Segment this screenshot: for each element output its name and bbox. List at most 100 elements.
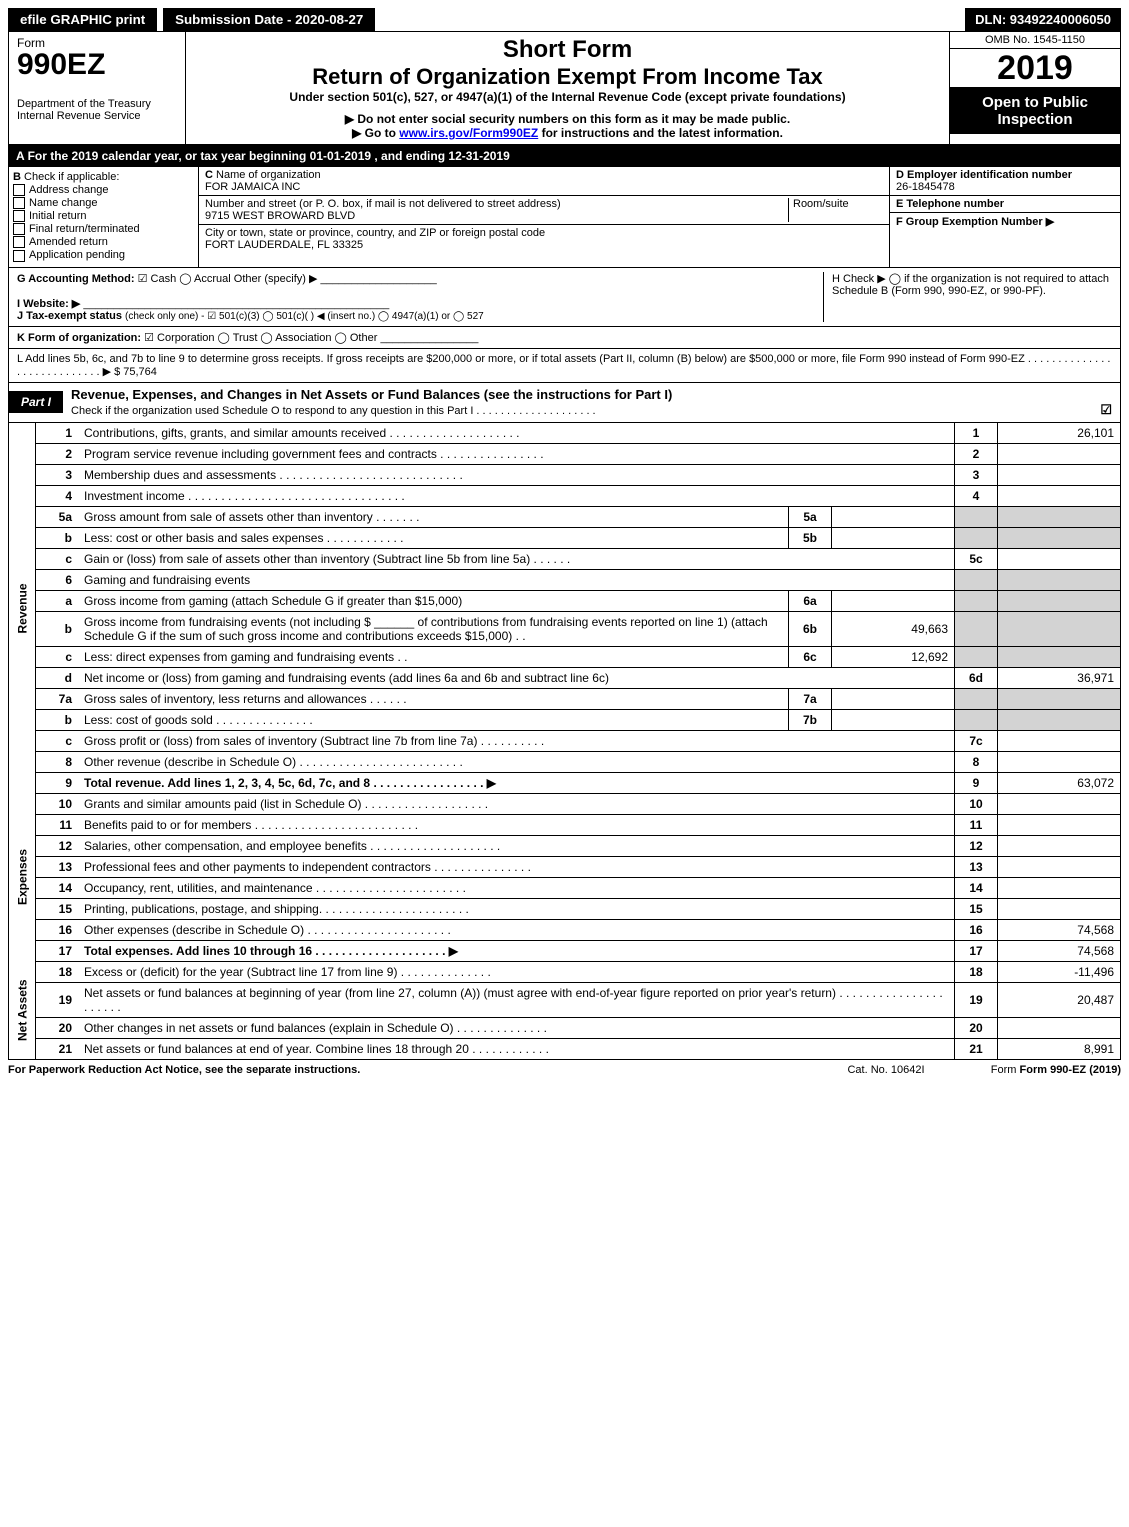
addr-label: Number and street (or P. O. box, if mail… [205, 198, 561, 210]
under-section: Under section 501(c), 527, or 4947(a)(1)… [190, 90, 945, 104]
checkbox-address-change[interactable]: Address change [13, 184, 194, 196]
ein-label: D Employer identification number [896, 169, 1072, 181]
revenue-side-label: Revenue [9, 423, 36, 794]
section-k: K Form of organization: ☑ Corporation ◯ … [8, 327, 1121, 349]
table-row: dNet income or (loss) from gaming and fu… [9, 667, 1121, 688]
table-row: cGain or (loss) from sale of assets othe… [9, 548, 1121, 569]
table-row: Revenue 1 Contributions, gifts, grants, … [9, 423, 1121, 444]
table-row: aGross income from gaming (attach Schedu… [9, 590, 1121, 611]
telephone-label: E Telephone number [896, 198, 1004, 210]
g-label: G Accounting Method: [17, 273, 135, 285]
section-h: H Check ▶ ◯ if the organization is not r… [823, 272, 1112, 322]
checkbox-amended-return[interactable]: Amended return [13, 236, 194, 248]
checkbox-name-change[interactable]: Name change [13, 197, 194, 209]
accounting-accrual[interactable]: ◯ Accrual [179, 273, 230, 285]
table-row: Expenses 10Grants and similar amounts pa… [9, 793, 1121, 814]
part-i-checkbox[interactable]: ☑ [1100, 402, 1112, 418]
form-number: 990EZ [17, 50, 177, 80]
efile-print-button[interactable]: efile GRAPHIC print [8, 8, 157, 31]
table-row: 8Other revenue (describe in Schedule O) … [9, 751, 1121, 772]
goto-link[interactable]: www.irs.gov/Form990EZ [399, 126, 538, 140]
org-city: FORT LAUDERDALE, FL 33325 [205, 239, 363, 251]
website-label: I Website: ▶ [17, 298, 80, 310]
omb-number: OMB No. 1545-1150 [950, 32, 1120, 49]
table-row: 4Investment income . . . . . . . . . . .… [9, 485, 1121, 506]
table-row: 11Benefits paid to or for members . . . … [9, 814, 1121, 835]
part-i-title: Revenue, Expenses, and Changes in Net As… [71, 387, 672, 402]
top-bar: efile GRAPHIC print Submission Date - 20… [8, 8, 1121, 31]
city-label: City or town, state or province, country… [205, 227, 545, 239]
table-row: 12Salaries, other compensation, and empl… [9, 835, 1121, 856]
part-i-sub: Check if the organization used Schedule … [71, 405, 596, 417]
table-row: 3Membership dues and assessments . . . .… [9, 464, 1121, 485]
table-row: bGross income from fundraising events (n… [9, 611, 1121, 646]
table-row: 19Net assets or fund balances at beginni… [9, 982, 1121, 1017]
form-ref: Form Form 990-EZ (2019) [961, 1064, 1121, 1076]
table-row: 16Other expenses (describe in Schedule O… [9, 919, 1121, 940]
org-name: FOR JAMAICA INC [205, 181, 300, 193]
table-row: 15Printing, publications, postage, and s… [9, 898, 1121, 919]
pra-notice: For Paperwork Reduction Act Notice, see … [8, 1064, 360, 1076]
table-row: cLess: direct expenses from gaming and f… [9, 646, 1121, 667]
accounting-cash[interactable]: ☑ Cash [138, 273, 177, 285]
dept-treasury: Department of the Treasury [17, 98, 177, 110]
table-row: 21Net assets or fund balances at end of … [9, 1038, 1121, 1059]
b-check-label: Check if applicable: [24, 171, 119, 183]
part-i-header: Part I Revenue, Expenses, and Changes in… [8, 383, 1121, 423]
line-no: 1 [36, 423, 79, 444]
table-row: 9Total revenue. Add lines 1, 2, 3, 4, 5c… [9, 772, 1121, 793]
table-row: Net Assets 18Excess or (deficit) for the… [9, 961, 1121, 982]
checkbox-application-pending[interactable]: Application pending [13, 249, 194, 261]
goto-post: for instructions and the latest informat… [538, 126, 783, 140]
k-label: K Form of organization: [17, 332, 141, 344]
dln-label: DLN: 93492240006050 [965, 8, 1121, 31]
group-exemption-label: F Group Exemption Number ▶ [896, 216, 1054, 228]
line-value: 26,101 [998, 423, 1121, 444]
page-footer: For Paperwork Reduction Act Notice, see … [8, 1060, 1121, 1076]
table-row: 2Program service revenue including gover… [9, 443, 1121, 464]
j-label: J Tax-exempt status [17, 310, 122, 322]
cat-number: Cat. No. 10642I [811, 1064, 961, 1076]
table-row: bLess: cost or other basis and sales exp… [9, 527, 1121, 548]
goto-pre: ▶ Go to [352, 126, 399, 140]
do-not-enter: ▶ Do not enter social security numbers o… [190, 112, 945, 126]
section-l: L Add lines 5b, 6c, and 7b to line 9 to … [8, 349, 1121, 383]
section-c: C Name of organization FOR JAMAICA INC N… [199, 167, 890, 267]
accounting-other[interactable]: Other (specify) ▶ ___________________ [234, 273, 437, 285]
section-a-tax-year: A For the 2019 calendar year, or tax yea… [8, 145, 1121, 167]
table-row: 6Gaming and fundraising events [9, 569, 1121, 590]
c-lead: C [205, 169, 213, 181]
info-grid: B Check if applicable: Address change Na… [8, 167, 1121, 268]
table-row: 7aGross sales of inventory, less returns… [9, 688, 1121, 709]
submission-date-button[interactable]: Submission Date - 2020-08-27 [163, 8, 375, 31]
table-row: 17Total expenses. Add lines 10 through 1… [9, 940, 1121, 961]
checkbox-initial-return[interactable]: Initial return [13, 210, 194, 222]
org-name-label: Name of organization [216, 169, 321, 181]
tax-year-text: For the 2019 calendar year, or tax year … [28, 149, 510, 163]
k-detail: ☑ Corporation ◯ Trust ◯ Association ◯ Ot… [144, 332, 377, 344]
table-row: 5aGross amount from sale of assets other… [9, 506, 1121, 527]
expenses-side-label: Expenses [9, 793, 36, 961]
open-public-inspection: Open to Public Inspection [950, 88, 1120, 134]
table-row: 14Occupancy, rent, utilities, and mainte… [9, 877, 1121, 898]
net-assets-side-label: Net Assets [9, 961, 36, 1059]
table-row: 20Other changes in net assets or fund ba… [9, 1017, 1121, 1038]
org-address: 9715 WEST BROWARD BLVD [205, 210, 355, 222]
table-row: 13Professional fees and other payments t… [9, 856, 1121, 877]
tax-year: 2019 [950, 49, 1120, 88]
section-g-h: G Accounting Method: ☑ Cash ◯ Accrual Ot… [8, 268, 1121, 327]
table-row: bLess: cost of goods sold . . . . . . . … [9, 709, 1121, 730]
irs-label: Internal Revenue Service [17, 110, 177, 122]
section-d-e-f: D Employer identification number 26-1845… [890, 167, 1120, 267]
j-detail: (check only one) - ☑ 501(c)(3) ◯ 501(c)(… [125, 311, 484, 322]
part-i-tag: Part I [9, 391, 63, 413]
line-desc: Contributions, gifts, grants, and simila… [78, 423, 955, 444]
ein-value: 26-1845478 [896, 181, 955, 193]
room-suite-label: Room/suite [788, 198, 883, 222]
section-b: B Check if applicable: Address change Na… [9, 167, 199, 267]
table-row: cGross profit or (loss) from sales of in… [9, 730, 1121, 751]
short-form-title: Short Form [190, 36, 945, 64]
line-num: 1 [955, 423, 998, 444]
checkbox-final-return[interactable]: Final return/terminated [13, 223, 194, 235]
goto-line: ▶ Go to www.irs.gov/Form990EZ for instru… [190, 126, 945, 140]
